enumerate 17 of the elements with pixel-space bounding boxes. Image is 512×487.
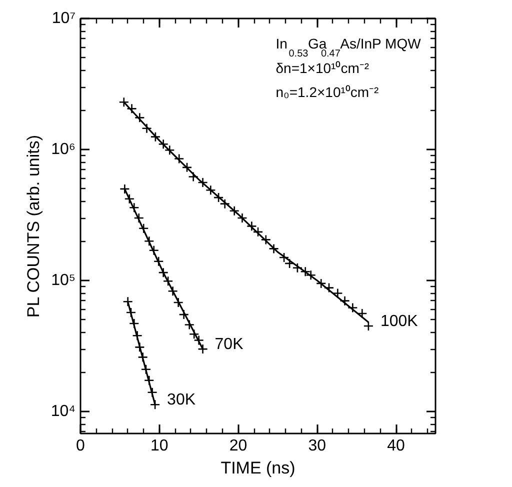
x-tick-label: 10 [150, 438, 168, 454]
y-tick-label: 10⁶ [51, 141, 76, 158]
x-tick-label: 20 [229, 438, 248, 454]
series-label: 30K [167, 392, 196, 409]
y-tick-label: 10⁴ [50, 403, 76, 420]
annotation: δn=1×10¹⁰cm⁻² [276, 60, 370, 76]
x-tick-label: 30 [308, 438, 326, 454]
x-tick-label: 40 [387, 438, 406, 454]
annotation: n₀=1.2×10¹⁰cm⁻² [276, 84, 380, 100]
y-tick-label: 10⁵ [51, 272, 76, 290]
x-axis-title: TIME (ns) [220, 458, 296, 478]
x-tick-label: 0 [76, 438, 86, 454]
series-label: 70K [214, 336, 244, 354]
annotation: In0.53Ga0.47As/InP MQW [276, 36, 422, 60]
legend-label: 100K [380, 312, 418, 330]
y-tick-label: 10⁷ [52, 10, 76, 27]
y-axis-title: PL COUNTS (arb. units) [24, 134, 43, 318]
